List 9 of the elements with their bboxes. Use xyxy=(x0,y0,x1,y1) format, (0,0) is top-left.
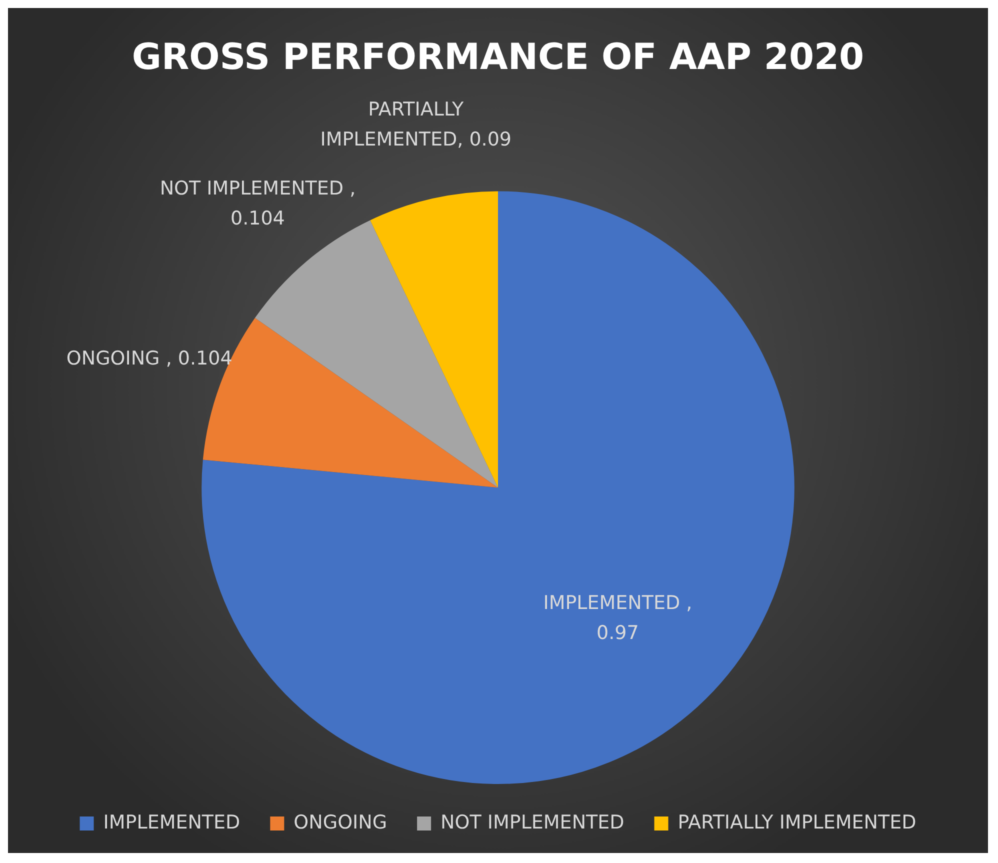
data-label: IMPLEMENTED , 0.97 xyxy=(543,592,692,644)
legend-label: IMPLEMENTED xyxy=(103,811,240,834)
data-label: NOT IMPLEMENTED , 0.104 xyxy=(160,177,356,230)
data-label: PARTIALLY IMPLEMENTED, 0.09 xyxy=(320,98,512,150)
chart-title: GROSS PERFORMANCE OF AAP 2020 xyxy=(132,36,864,78)
legend-label: PARTIALLY IMPLEMENTED xyxy=(678,811,916,834)
legend-label: ONGOING xyxy=(294,811,388,834)
data-label: ONGOING , 0.104 xyxy=(66,348,232,370)
legend-label: NOT IMPLEMENTED xyxy=(440,811,624,834)
